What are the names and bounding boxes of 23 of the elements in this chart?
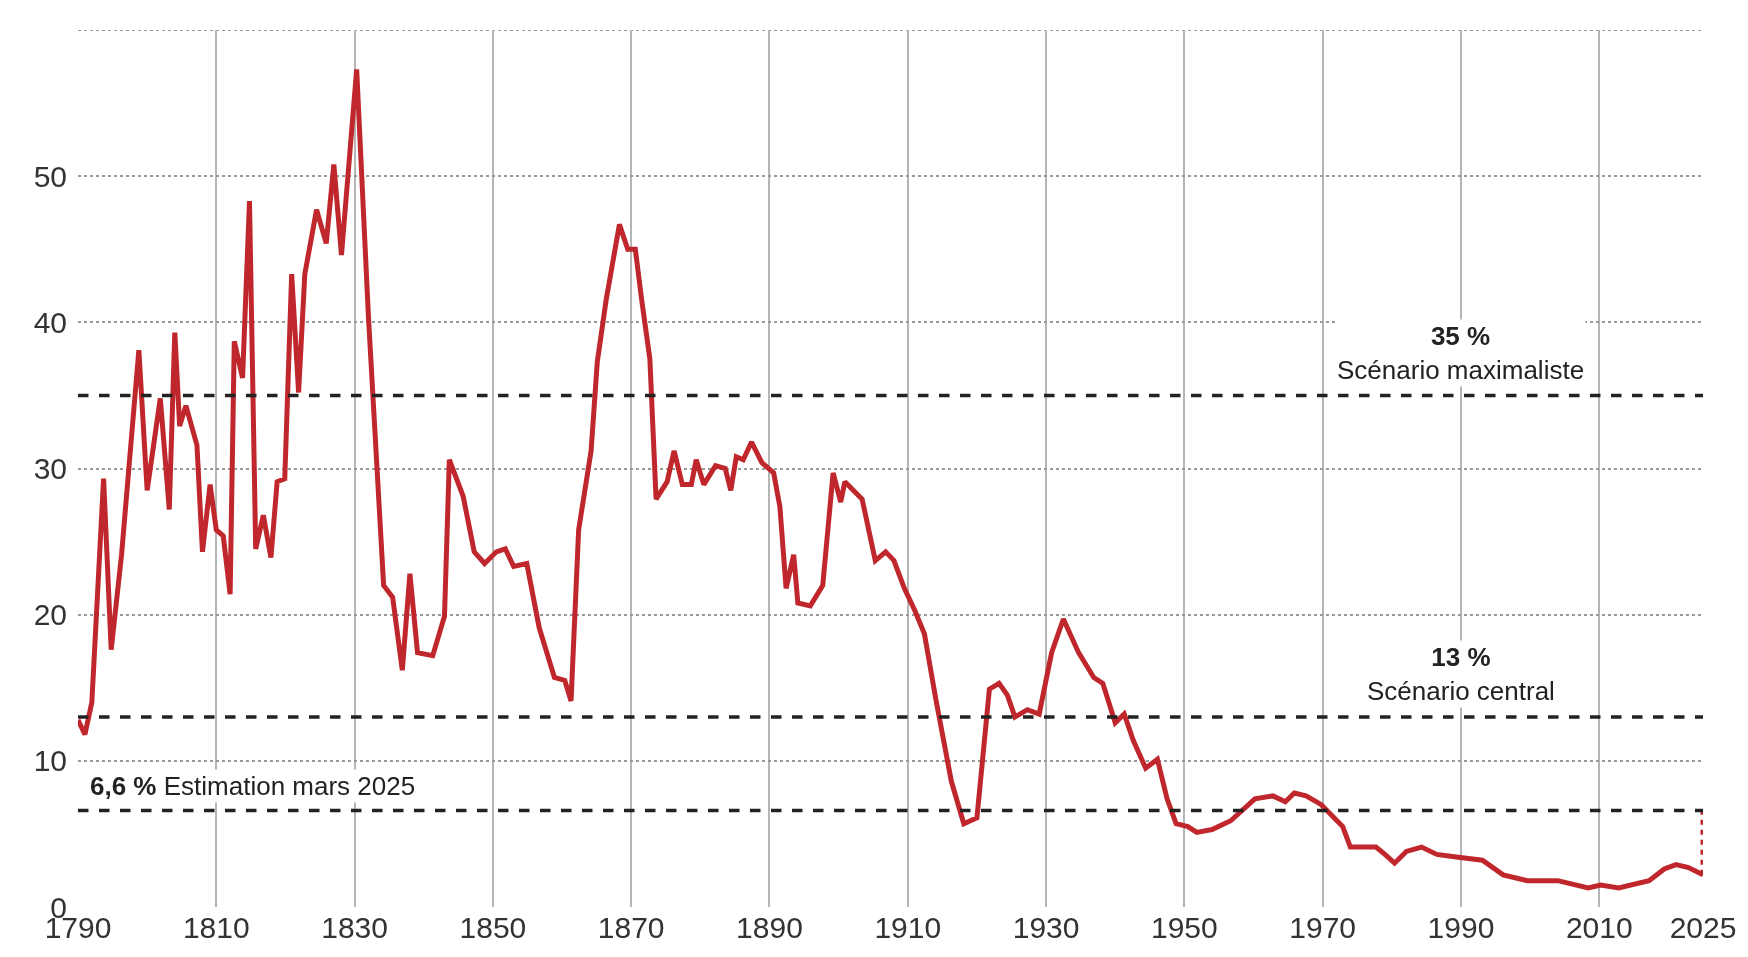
ref-line-label: 13 %: [1431, 642, 1491, 672]
x-tick-label: 1950: [1151, 911, 1218, 944]
x-tick-label: 1810: [182, 911, 250, 944]
y-tick-label: 10: [33, 744, 67, 778]
ref-line-label: 6,6 %: [90, 771, 157, 801]
annotation: Estimation mars 2025: [163, 771, 416, 801]
x-tick-label: 1970: [1289, 911, 1357, 944]
x-tick-label: 1910: [874, 911, 942, 944]
y-tick-label: 40: [33, 305, 67, 339]
x-tick-label: 1850: [459, 911, 527, 944]
x-tick-label: 1890: [736, 911, 803, 944]
x-tick-label: 1930: [1012, 911, 1080, 944]
x-tick-label: 1990: [1427, 911, 1495, 944]
x-tick-label: 1870: [597, 911, 665, 944]
y-tick-label: 50: [33, 159, 67, 193]
y-tick-label: 30: [33, 452, 67, 485]
y-tick-label: 20: [33, 598, 67, 632]
x-tick-label: 2025: [1669, 911, 1737, 944]
x-tick-label: 1830: [321, 911, 388, 944]
ref-line-label: 35 %: [1430, 321, 1491, 351]
x-tick-label: 2010: [1565, 911, 1633, 944]
annotation: Scénario central: [1367, 675, 1555, 706]
annotation: Scénario maximaliste: [1337, 354, 1585, 385]
